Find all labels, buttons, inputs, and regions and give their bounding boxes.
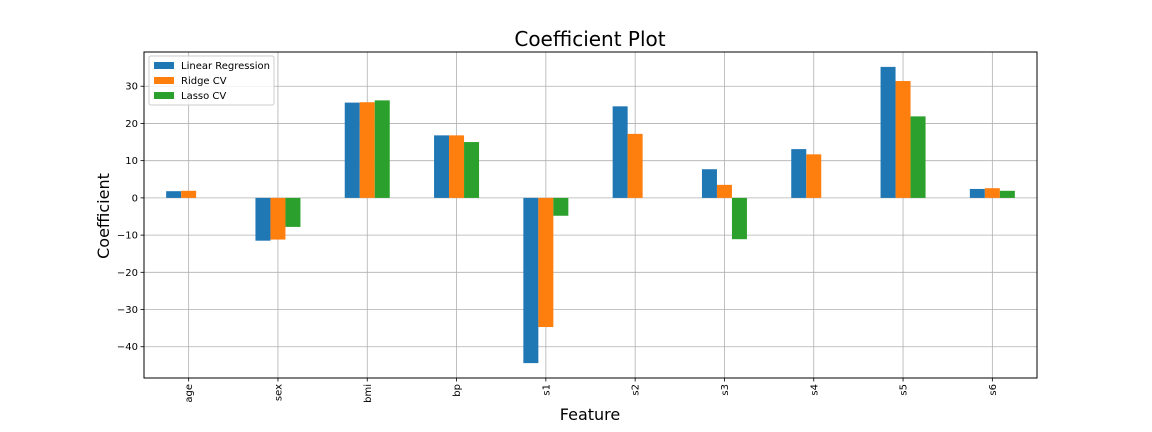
- bar-lasso-cv-s1: [553, 197, 569, 216]
- bar-lasso-cv-s3: [731, 197, 747, 240]
- bar-linear-regression-bp: [434, 135, 450, 198]
- x-tick-label: sex: [273, 384, 284, 401]
- bar-ridge-cv-s6: [984, 188, 1000, 198]
- y-axis-label: Coefficient: [94, 173, 113, 259]
- y-tick-label: −30: [117, 305, 138, 316]
- legend-swatch: [154, 77, 174, 84]
- y-tick-label: −20: [117, 268, 138, 279]
- y-tick-label: 30: [125, 82, 138, 93]
- y-tick-label: 20: [125, 119, 138, 130]
- bar-ridge-cv-s5: [895, 81, 911, 198]
- x-tick-label: s2: [631, 384, 642, 396]
- chart-title: Coefficient Plot: [514, 27, 665, 51]
- x-tick-label: bp: [452, 384, 463, 397]
- bar-lasso-cv-s6: [999, 190, 1015, 198]
- legend-label: Ridge CV: [181, 76, 227, 87]
- legend-label: Lasso CV: [181, 91, 226, 102]
- x-tick-label: s4: [809, 384, 820, 396]
- y-axis-ticks: −40 −30 −20 −10 0 10 20 30: [117, 82, 144, 353]
- bar-lasso-cv-bmi: [374, 100, 390, 198]
- bar-linear-regression-s4: [791, 149, 807, 198]
- bar-lasso-cv-sex: [285, 197, 301, 227]
- bar-ridge-cv-bmi: [359, 102, 375, 198]
- y-tick-label: 0: [132, 193, 138, 204]
- bar-ridge-cv-age: [181, 190, 197, 198]
- y-tick-label: −40: [117, 342, 138, 353]
- bar-linear-regression-bmi: [344, 102, 360, 198]
- x-tick-label: s3: [720, 384, 731, 396]
- bars: [166, 66, 1015, 364]
- plot-frame: [143, 51, 1038, 379]
- bar-ridge-cv-s2: [627, 133, 643, 198]
- bar-ridge-cv-s4: [806, 154, 822, 198]
- legend-swatch: [154, 92, 174, 99]
- bar-ridge-cv-bp: [449, 135, 465, 198]
- bar-linear-regression-s6: [969, 188, 985, 198]
- bar-linear-regression-s2: [612, 106, 628, 198]
- legend-box: [148, 55, 275, 106]
- x-tick-label: s5: [899, 384, 910, 396]
- x-tick-label: s6: [988, 384, 999, 396]
- legend-label: Linear Regression: [181, 61, 270, 72]
- y-tick-label: 10: [125, 156, 138, 167]
- bar-ridge-cv-s3: [716, 184, 732, 198]
- x-axis-label: Feature: [560, 405, 620, 424]
- bar-linear-regression-s3: [701, 169, 717, 198]
- x-tick-label: bmi: [363, 384, 374, 403]
- bar-linear-regression-s1: [523, 197, 539, 364]
- x-axis-ticks: age sex bmi bp s1 s2 s3 s4 s5 s6: [184, 378, 999, 403]
- bar-linear-regression-s5: [880, 66, 896, 198]
- x-tick-label: age: [184, 384, 195, 403]
- bar-lasso-cv-s5: [910, 116, 926, 198]
- bar-linear-regression-sex: [255, 197, 271, 241]
- legend: Linear Regression Ridge CV Lasso CV: [148, 55, 275, 106]
- x-tick-label: s1: [541, 384, 552, 396]
- bar-ridge-cv-s1: [538, 197, 554, 328]
- bar-linear-regression-age: [166, 191, 182, 198]
- y-tick-label: −10: [117, 231, 138, 242]
- legend-swatch: [154, 62, 174, 69]
- bar-ridge-cv-sex: [270, 197, 286, 240]
- bar-lasso-cv-bp: [464, 142, 480, 198]
